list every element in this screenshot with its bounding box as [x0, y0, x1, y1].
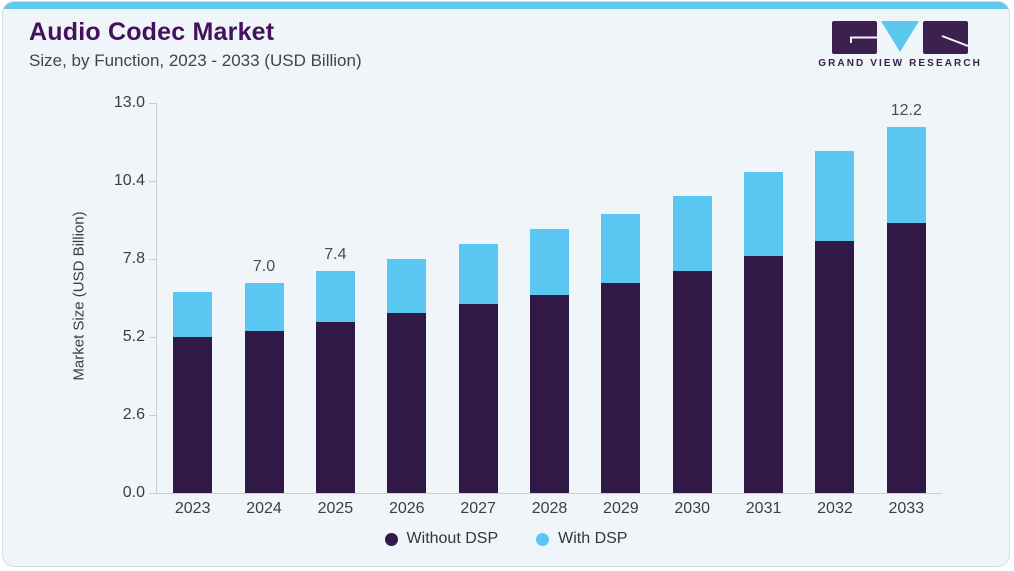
bar-value-label: 7.0 [252, 258, 276, 275]
bar-segment-with-dsp [601, 214, 641, 283]
bar-segment-without-dsp [530, 295, 569, 493]
bar-2024 [244, 283, 284, 493]
bar-2025 [315, 271, 355, 493]
bar-2028 [530, 229, 569, 493]
bar-segment-without-dsp [387, 313, 427, 493]
bar-segment-with-dsp [886, 127, 926, 223]
legend-dot-icon [384, 532, 398, 546]
bar-2032 [815, 151, 855, 493]
x-axis-label: 2027 [460, 500, 496, 517]
x-axis-label: 2023 [174, 500, 211, 517]
y-axis-tick [149, 336, 157, 338]
logo-r-icon [923, 21, 969, 54]
bar-segment-without-dsp [744, 256, 784, 493]
bar-segment-without-dsp [601, 283, 641, 493]
x-axis-label: 2026 [388, 500, 425, 517]
bar-value-label: 7.4 [324, 246, 347, 263]
logo-g-icon [832, 21, 878, 54]
y-axis-tick [149, 180, 157, 182]
y-axis-tick-label: 0.0 [122, 484, 145, 501]
bar-value-label: 12.2 [890, 102, 922, 119]
bar-2030 [672, 196, 712, 493]
legend-dot-icon [536, 532, 550, 546]
x-axis-label: 2032 [817, 500, 853, 517]
bar-2029 [601, 214, 641, 493]
bar-segment-with-dsp [530, 229, 569, 295]
y-axis-tick [149, 492, 157, 494]
chart-title: Audio Codec Market [29, 18, 275, 46]
bar-segment-without-dsp [458, 304, 498, 493]
y-axis-tick-label: 10.4 [113, 172, 145, 189]
bar-2023 [173, 292, 213, 493]
top-accent-strip [3, 2, 1009, 9]
chart-legend: Without DSP With DSP [3, 530, 1009, 548]
bar-2027 [458, 244, 498, 493]
y-axis-tick-label: 13.0 [113, 94, 145, 111]
bar-segment-without-dsp [815, 241, 855, 493]
bar-segment-with-dsp [315, 271, 355, 322]
x-axis-label: 2024 [246, 500, 282, 517]
bar-segment-without-dsp [886, 223, 926, 493]
y-axis-tick-label: 2.6 [122, 406, 145, 423]
x-axis-label: 2033 [888, 500, 925, 517]
y-axis-tick [149, 102, 157, 104]
bar-segment-without-dsp [173, 337, 213, 493]
y-axis-tick [149, 258, 157, 260]
gvr-logo-marks [832, 21, 969, 54]
bar-segment-with-dsp [744, 172, 784, 256]
bar-2033 [886, 127, 926, 493]
bar-segment-with-dsp [173, 292, 213, 337]
grand-view-research-logo: GRAND VIEW RESEARCH [818, 21, 982, 69]
bar-2031 [744, 172, 784, 493]
chart-subtitle: Size, by Function, 2023 - 2033 (USD Bill… [29, 50, 362, 70]
bar-2026 [387, 259, 427, 493]
legend-label: Without DSP [406, 530, 499, 547]
y-axis-tick [149, 414, 157, 416]
bar-segment-with-dsp [815, 151, 855, 241]
y-axis-tick-label: 7.8 [122, 250, 145, 267]
bar-segment-without-dsp [672, 271, 712, 493]
logo-v-icon [881, 21, 920, 52]
x-axis-label: 2025 [317, 500, 354, 517]
y-axis-title: Market Size (USD Billion) [70, 211, 88, 381]
plot-area: 0.0 2.6 5.2 7.8 10.4 13.0 2023 7.0 2024 7.4 2025 20… [114, 94, 942, 517]
legend-label: With DSP [558, 530, 628, 547]
bar-segment-with-dsp [387, 259, 427, 313]
bar-segment-with-dsp [672, 196, 712, 271]
chart-header: Audio Codec Market Size, by Function, 20… [29, 18, 362, 71]
bar-segment-without-dsp [244, 331, 284, 493]
y-axis-tick-label: 5.2 [122, 328, 145, 345]
x-axis-label: 2031 [745, 500, 782, 517]
legend-item-without-dsp: Without DSP [384, 530, 499, 548]
bar-segment-with-dsp [244, 283, 284, 331]
legend-item-with-dsp: With DSP [536, 530, 627, 548]
bar-segment-with-dsp [458, 244, 498, 304]
x-axis-label: 2028 [531, 500, 568, 517]
bar-segment-without-dsp [315, 322, 355, 493]
x-axis-label: 2029 [603, 500, 639, 517]
logo-wordmark: GRAND VIEW RESEARCH [818, 58, 982, 69]
x-axis-label: 2030 [674, 500, 710, 517]
